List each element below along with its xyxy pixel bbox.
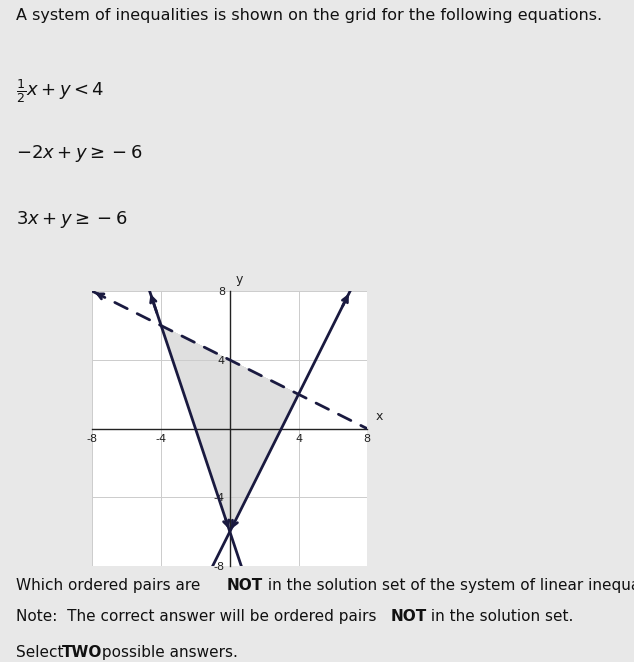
Text: TWO: TWO xyxy=(62,645,103,660)
Text: $-2x + y \geq -6$: $-2x + y \geq -6$ xyxy=(16,143,142,164)
Text: in the solution set of the system of linear inequalities: in the solution set of the system of lin… xyxy=(263,577,634,592)
Text: in the solution set.: in the solution set. xyxy=(426,609,573,624)
Text: $\frac{1}{2}$$x + y < 4$: $\frac{1}{2}$$x + y < 4$ xyxy=(16,77,104,105)
Text: Select: Select xyxy=(16,645,68,660)
Text: x: x xyxy=(375,410,383,422)
Text: possible answers.: possible answers. xyxy=(97,645,238,660)
Text: Note:  The correct answer will be ordered pairs: Note: The correct answer will be ordered… xyxy=(16,609,381,624)
Text: NOT: NOT xyxy=(227,577,263,592)
Text: NOT: NOT xyxy=(391,609,427,624)
Text: y: y xyxy=(236,273,243,286)
Text: A system of inequalities is shown on the grid for the following equations.: A system of inequalities is shown on the… xyxy=(16,8,602,23)
Text: $3x + y \geq -6$: $3x + y \geq -6$ xyxy=(16,209,127,230)
Text: Which ordered pairs are: Which ordered pairs are xyxy=(16,577,205,592)
